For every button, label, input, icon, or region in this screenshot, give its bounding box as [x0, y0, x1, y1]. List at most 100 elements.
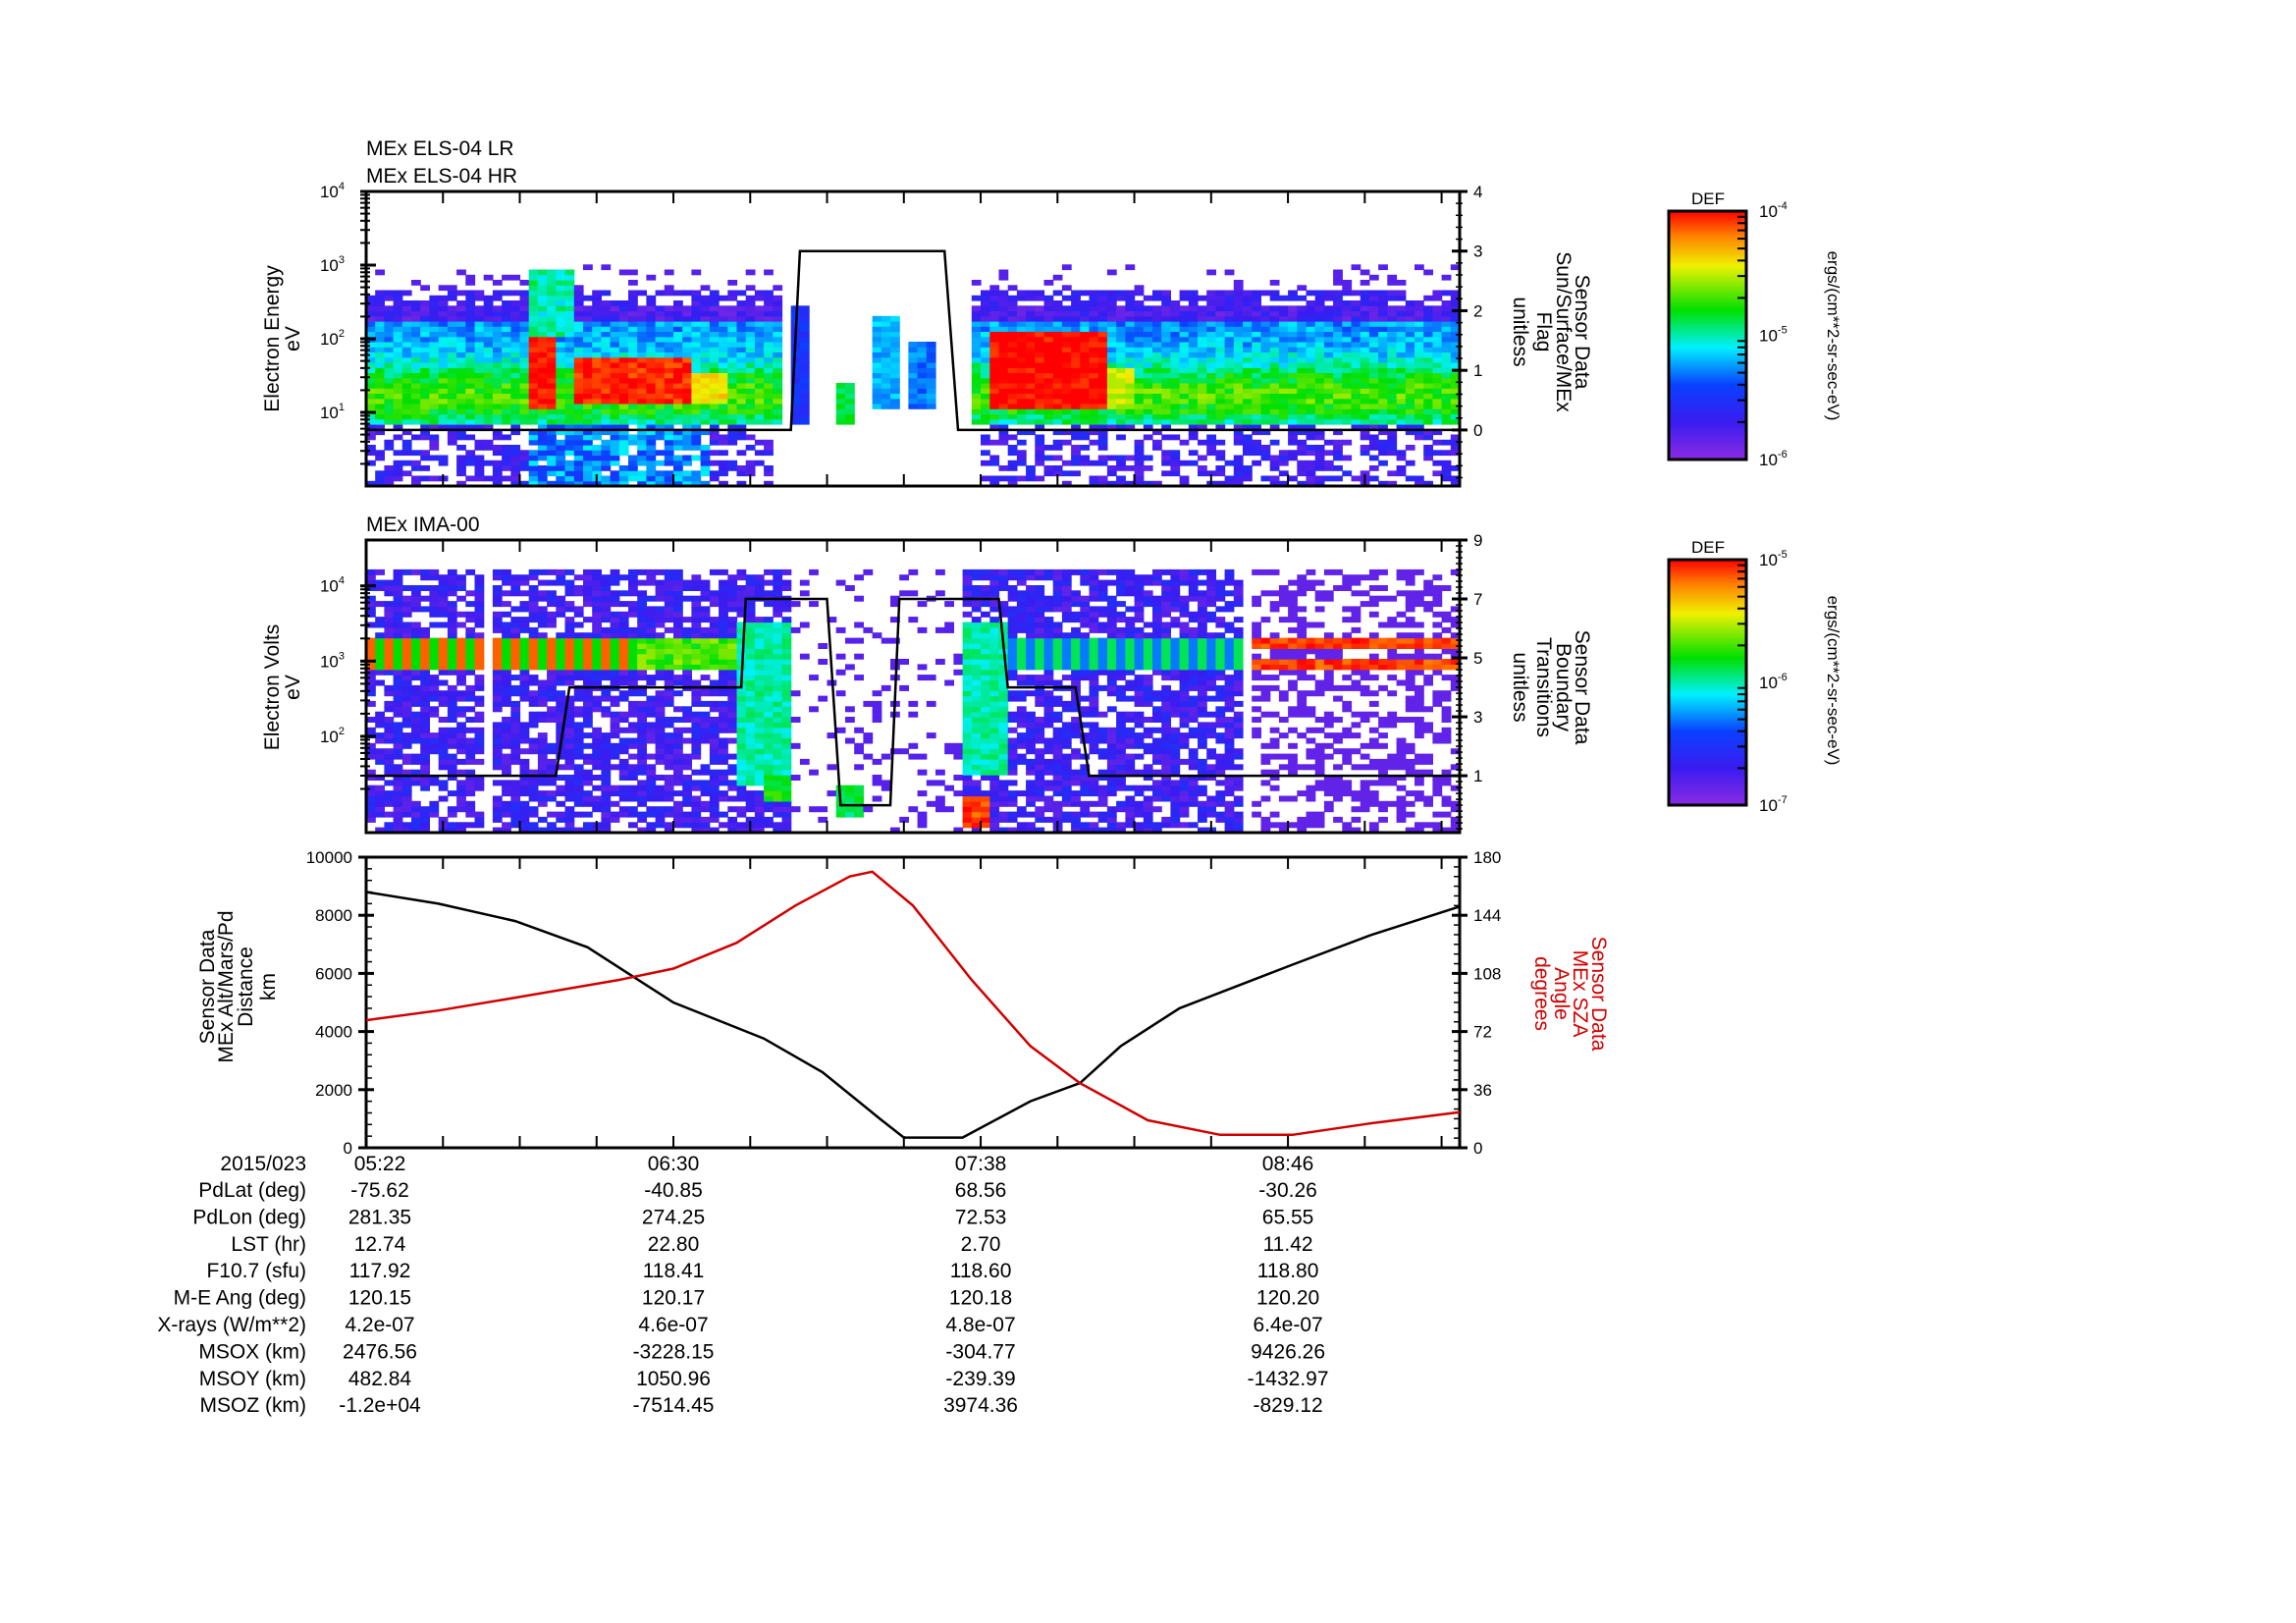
spectrogram-cell	[673, 611, 683, 618]
spectrogram-cell	[1450, 377, 1461, 384]
spectrogram-cell	[1089, 408, 1099, 415]
spectrogram-cell	[628, 675, 638, 681]
spectrogram-cell	[1405, 398, 1415, 405]
spectrogram-cell	[502, 717, 511, 723]
spectrogram-cell	[1351, 315, 1362, 322]
spectrogram-cell	[1314, 480, 1325, 487]
spectrogram-cell	[1043, 445, 1054, 451]
spectrogram-cell	[1252, 347, 1261, 352]
spectrogram-cell	[1007, 465, 1018, 471]
spectrogram-cell	[881, 377, 891, 384]
spectrogram-cell	[1378, 342, 1388, 348]
spectrogram-cell	[393, 404, 403, 409]
spectrogram-cell	[492, 393, 503, 400]
spectrogram-cell	[537, 465, 548, 471]
spectrogram-cell	[1233, 480, 1244, 487]
spectrogram-cell	[1143, 372, 1153, 379]
spectrogram-cell	[691, 434, 702, 441]
spectrogram-cell	[1314, 315, 1325, 322]
spectrogram-cell	[401, 315, 412, 322]
spectrogram-cell	[1306, 356, 1316, 363]
spectrogram-cell	[691, 806, 702, 813]
spectrogram-cell	[1224, 310, 1235, 317]
spectrogram-cell	[1450, 434, 1461, 441]
spectrogram-cell	[601, 653, 612, 660]
colorbar-tick-label: 10-5	[1759, 325, 1788, 346]
ima-title: MEx IMA-00	[366, 514, 480, 536]
spectrogram-cell	[547, 336, 557, 343]
spectrogram-cell	[456, 732, 466, 739]
spectrogram-cell	[592, 434, 602, 441]
spectrogram-cell	[1035, 315, 1045, 322]
spectrogram-cell	[1423, 413, 1433, 420]
spectrogram-cell	[646, 753, 657, 760]
spectrogram-cell	[401, 377, 412, 384]
spectrogram-cell	[646, 274, 657, 281]
spectrogram-cell	[700, 800, 711, 807]
spectrogram-cell	[1052, 290, 1063, 297]
spectrogram-cell	[510, 626, 521, 633]
spectrogram-cell	[646, 295, 657, 301]
spectrogram-cell	[1125, 424, 1136, 430]
spectrogram-cell	[502, 827, 511, 834]
spectrogram-cell	[1143, 455, 1153, 461]
spectrogram-cell	[573, 404, 584, 409]
spectrogram-cell	[1170, 388, 1181, 394]
spectrogram-cell	[438, 742, 449, 749]
spectrogram-cell	[1269, 326, 1280, 332]
spectrogram-cell	[438, 574, 449, 581]
spectrogram-cell	[429, 321, 440, 327]
spectrogram-cell	[519, 816, 530, 823]
spectrogram-cell	[628, 465, 638, 471]
spectrogram-cell	[655, 585, 666, 591]
spectrogram-cell	[537, 274, 548, 281]
spectrogram-cell	[447, 806, 457, 813]
spectrogram-cell	[393, 383, 403, 389]
spectrogram-cell	[664, 806, 674, 813]
spectrogram-cell	[682, 388, 692, 394]
spectrogram-cell	[1035, 367, 1045, 373]
spectrogram-cell	[411, 622, 421, 628]
spectrogram-cell	[1351, 398, 1362, 405]
spectrogram-cell	[637, 480, 647, 487]
spectrogram-cell	[375, 622, 385, 628]
spectrogram-cell	[492, 305, 503, 312]
spectrogram-cell	[881, 352, 891, 358]
spectrogram-cell	[673, 643, 683, 649]
spectrogram-cell	[519, 800, 530, 807]
spectrogram-cell	[601, 356, 612, 363]
spectrogram-cell	[411, 372, 421, 379]
spectrogram-cell	[1415, 347, 1424, 352]
spectrogram-cell	[573, 450, 584, 457]
spectrogram-cell	[401, 806, 412, 813]
spectrogram-cell	[556, 632, 566, 639]
spectrogram-cell	[1288, 305, 1298, 312]
spectrogram-cell	[790, 372, 801, 379]
spectrogram-cell	[519, 622, 530, 628]
spectrogram-cell	[1441, 413, 1452, 420]
spectrogram-cell	[1252, 305, 1261, 312]
spectrogram-cell	[547, 372, 557, 379]
spectrogram-cell	[998, 347, 1009, 352]
spectrogram-cell	[583, 352, 593, 358]
spectrogram-cell	[709, 475, 720, 482]
spectrogram-cell	[601, 811, 612, 818]
spectrogram-cell	[556, 336, 566, 343]
spectrogram-cell	[537, 269, 548, 276]
spectrogram-cell	[1224, 356, 1235, 363]
spectrogram-cell	[1016, 408, 1027, 415]
spectrogram-cell	[456, 331, 466, 338]
spectrogram-cell	[1243, 413, 1253, 420]
spectrogram-cell	[971, 418, 982, 425]
spectrogram-cell	[1360, 367, 1370, 373]
spectrogram-cell	[528, 342, 539, 348]
spectrogram-cell	[926, 393, 936, 400]
spectrogram-cell	[411, 305, 421, 312]
spectrogram-cell	[537, 408, 548, 415]
spectrogram-cell	[618, 465, 629, 471]
spectrogram-cell	[637, 568, 647, 575]
spectrogram-cell	[1134, 321, 1145, 327]
spectrogram-cell	[998, 408, 1009, 415]
spectrogram-cell	[456, 585, 466, 591]
spectrogram-cell	[366, 388, 376, 394]
